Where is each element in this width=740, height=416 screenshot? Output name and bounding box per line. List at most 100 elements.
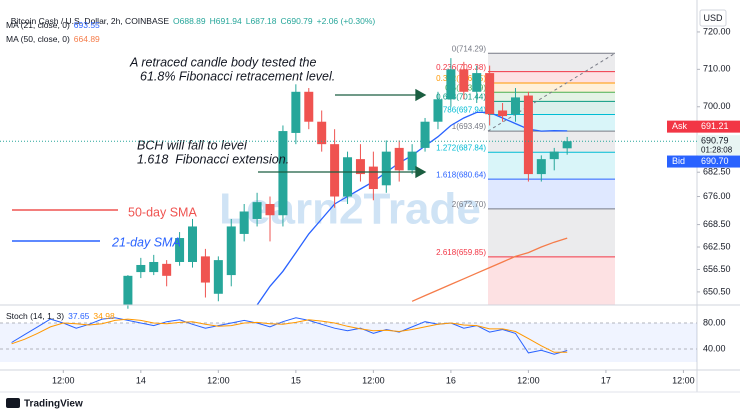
- footer-logo: TradingView: [24, 399, 83, 410]
- candle-body: [536, 159, 546, 175]
- x-tick-label: 12:00: [52, 375, 75, 385]
- legend-row: MA (50, close, 0) 664.89: [6, 34, 104, 44]
- candle-body: [226, 226, 236, 276]
- candle-body: [252, 202, 262, 219]
- ohlc: O688.89: [173, 16, 206, 26]
- candle-body: [123, 275, 133, 305]
- fib-label: 2(672.70): [452, 200, 487, 209]
- candle-body: [162, 263, 172, 276]
- candle-body: [239, 211, 249, 234]
- legend-row: MA (21, close, 0) 693.55: [6, 20, 104, 30]
- candle-body: [485, 73, 495, 115]
- fib-label: 1.618(680.64): [436, 170, 486, 179]
- candle-body: [291, 91, 301, 133]
- fib-label: 0.618(701.44): [436, 92, 486, 101]
- arrows: [258, 88, 427, 179]
- x-tick-label: 12:00: [517, 375, 540, 385]
- candle-body: [394, 147, 404, 171]
- unit-box: [699, 9, 727, 27]
- moving-average: [411, 237, 568, 302]
- y-tick-label: 710.00: [703, 64, 731, 74]
- candle-body: [420, 121, 430, 148]
- candle-body: [446, 69, 456, 100]
- candle-body: [523, 95, 533, 175]
- x-tick-label: 12:00: [362, 375, 385, 385]
- y-tick-label: 80.00: [703, 317, 726, 327]
- candle-body: [498, 110, 508, 117]
- fib-band: [488, 92, 615, 102]
- indicator-value: 37.65: [68, 311, 90, 321]
- symbol-title: Bitcoin Cash / U.S. Dollar, 2h, COINBASE: [10, 16, 169, 26]
- price-tag-name: Ask: [672, 121, 688, 131]
- fib-label: 1(693.49): [452, 122, 487, 131]
- candle-body: [265, 204, 275, 216]
- fib-label: 1.272(687.84): [436, 143, 486, 152]
- annotation: 50-day SMA: [128, 205, 197, 219]
- candle-body: [304, 91, 314, 122]
- x-tick-label: 15: [291, 375, 301, 385]
- arrow-head: [415, 88, 427, 102]
- candle-body: [459, 69, 469, 92]
- ohlc: L687.18: [245, 16, 277, 26]
- candle-body: [330, 144, 340, 197]
- plot: [123, 58, 572, 309]
- candle-body: [200, 256, 210, 283]
- fib-band: [488, 82, 615, 93]
- indicator-value: 664.89: [73, 34, 100, 44]
- candle-body: [278, 131, 288, 216]
- price-tag-name-box: [667, 155, 697, 168]
- fib-tool: 0(714.29)0.236(709.38)0.382(706.35)0.5(7…: [436, 44, 616, 305]
- y-tick-label: 40.00: [703, 343, 726, 353]
- price-tag-label: 690.70: [701, 156, 729, 166]
- fib-band: [488, 256, 615, 305]
- x-tick-label: 12:00: [207, 375, 230, 385]
- candle-body: [381, 151, 391, 186]
- indicator-value: 34.98: [93, 311, 115, 321]
- price-tag: [697, 135, 740, 156]
- legend-row: Stoch (14, 1, 3) 37.65 34.98: [6, 311, 119, 321]
- candle-body: [187, 226, 197, 262]
- fib-band: [488, 179, 615, 209]
- annotation: 21-day SMA: [111, 235, 181, 249]
- candle-body: [472, 73, 482, 92]
- annotation: 61.8% Fibonacci retracement level.: [140, 69, 335, 83]
- candle-body: [355, 159, 365, 175]
- x-tick-label: 14: [136, 375, 146, 385]
- ohlc: C690.79: [280, 16, 313, 26]
- stoch-band: [0, 323, 697, 362]
- fib-label: 0.786(697.94): [436, 106, 486, 115]
- x-tick-label: 16: [446, 375, 456, 385]
- fib-trendline: [487, 52, 616, 132]
- y-tick-label: 662.50: [703, 241, 731, 251]
- y-tick-label: 682.50: [703, 167, 731, 177]
- annotation: BCH will fall to level: [137, 138, 248, 152]
- price-tag-name: Bid: [672, 156, 685, 166]
- fib-label: 0.236(709.38): [436, 63, 486, 72]
- candle-body: [149, 261, 159, 273]
- candle-body: [136, 264, 146, 273]
- fib-band: [488, 71, 615, 83]
- y-tick-label: 656.50: [703, 264, 731, 274]
- change: +2.06 (+0.30%): [316, 16, 376, 26]
- candle-body: [368, 166, 378, 190]
- price-tag: [697, 120, 740, 133]
- candle-body: [433, 99, 443, 122]
- annotation: 1.618 Fibonacci extension.: [137, 152, 289, 166]
- candle-body: [562, 141, 572, 149]
- candle-body: [549, 151, 559, 160]
- candle-body: [407, 151, 417, 171]
- unit-label: USD: [703, 13, 723, 23]
- y-tick-label: 700.00: [703, 101, 731, 111]
- y-tick-label: 668.50: [703, 219, 731, 229]
- arrow-head: [415, 165, 427, 179]
- logo-icon: [6, 398, 20, 408]
- indicator-name: Stoch (14, 1, 3): [6, 311, 65, 321]
- y-tick-label: 720.00: [703, 26, 731, 36]
- countdown: 01:28:08: [701, 145, 733, 154]
- candle-body: [343, 157, 353, 197]
- x-tick-label: 17: [601, 375, 611, 385]
- price-tag-name-box: [667, 120, 697, 133]
- stoch-line: [11, 317, 568, 355]
